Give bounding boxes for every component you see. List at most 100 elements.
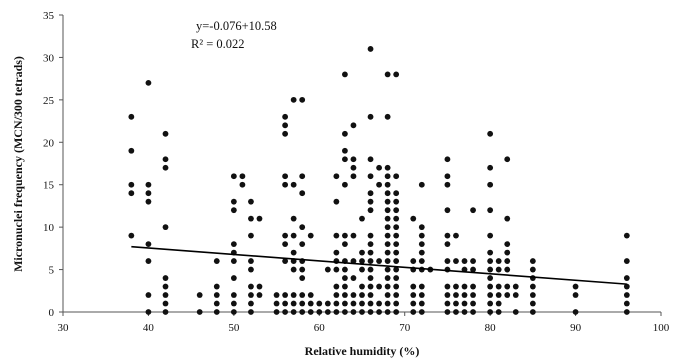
data-point <box>248 232 254 239</box>
data-point <box>350 275 357 281</box>
data-point <box>393 224 400 231</box>
data-point <box>393 309 400 315</box>
data-point <box>248 258 254 264</box>
data-point <box>512 283 519 290</box>
data-point <box>350 122 357 129</box>
data-point <box>145 181 152 188</box>
data-point <box>453 309 459 315</box>
data-point <box>333 173 340 180</box>
data-point <box>470 292 476 298</box>
data-point <box>487 249 494 256</box>
data-point <box>453 300 459 307</box>
data-point <box>128 113 135 120</box>
data-point <box>290 292 297 298</box>
data-point <box>239 173 246 180</box>
data-point <box>393 198 400 205</box>
data-point <box>316 300 323 307</box>
data-point <box>453 292 459 298</box>
data-point <box>342 275 348 281</box>
data-point <box>162 156 169 163</box>
data-point <box>504 283 511 290</box>
data-point <box>410 283 417 290</box>
data-point <box>213 300 220 307</box>
data-point <box>393 249 400 256</box>
data-point <box>299 292 306 298</box>
y-tick-label: 30 <box>43 52 55 64</box>
data-point <box>487 275 494 281</box>
data-point <box>359 292 365 298</box>
data-point <box>282 258 289 264</box>
data-point <box>248 266 254 273</box>
data-point <box>384 249 391 256</box>
data-point <box>444 173 451 180</box>
y-tick-label: 35 <box>43 10 55 22</box>
data-point <box>623 232 630 239</box>
data-point <box>145 190 152 197</box>
data-point <box>418 300 425 307</box>
data-point <box>393 207 400 214</box>
data-point <box>230 173 237 180</box>
data-point <box>299 309 306 315</box>
data-point <box>572 283 579 290</box>
data-point <box>495 283 502 290</box>
data-point <box>282 300 289 307</box>
data-point <box>384 215 391 222</box>
data-point <box>128 181 135 188</box>
data-point <box>350 156 357 163</box>
data-point <box>367 258 374 264</box>
data-point <box>342 232 348 239</box>
data-point <box>145 79 152 86</box>
data-point <box>162 224 169 231</box>
data-point <box>290 309 297 315</box>
data-point <box>418 181 425 188</box>
data-point <box>470 300 476 307</box>
data-point <box>333 292 340 298</box>
data-point <box>350 309 357 315</box>
data-point <box>145 198 152 205</box>
data-point <box>239 181 246 188</box>
data-point <box>350 164 357 171</box>
data-point <box>529 266 536 273</box>
data-point <box>299 300 306 307</box>
data-point <box>359 215 365 222</box>
data-point <box>299 241 306 248</box>
data-point <box>367 46 374 52</box>
data-point <box>359 249 365 256</box>
data-point <box>299 275 306 281</box>
data-point <box>495 309 502 315</box>
data-point <box>410 292 417 298</box>
trend-line <box>131 245 627 285</box>
data-point <box>307 292 314 298</box>
data-point <box>230 275 237 281</box>
data-point <box>393 258 400 264</box>
data-point <box>299 266 306 273</box>
data-point <box>290 215 297 222</box>
data-point <box>333 232 340 239</box>
data-point <box>504 266 511 273</box>
data-point <box>623 275 630 281</box>
data-point <box>418 292 425 298</box>
data-point <box>376 283 382 290</box>
data-point <box>461 300 468 307</box>
data-point <box>342 130 348 137</box>
data-point <box>367 249 374 256</box>
x-tick-label: 70 <box>399 322 411 334</box>
data-point <box>393 215 400 222</box>
data-point <box>623 258 630 264</box>
data-point <box>529 309 536 315</box>
data-point <box>342 181 348 188</box>
data-point <box>623 300 630 307</box>
data-point <box>290 181 297 188</box>
data-point <box>230 207 237 214</box>
data-point <box>572 292 579 298</box>
data-point <box>367 173 374 180</box>
x-axis-title: Relative humidity (%) <box>305 344 420 358</box>
data-points <box>128 46 630 315</box>
data-point <box>230 292 237 298</box>
data-point <box>367 198 374 205</box>
data-point <box>248 309 254 315</box>
data-point <box>487 266 494 273</box>
data-point <box>461 309 468 315</box>
data-point <box>495 300 502 307</box>
